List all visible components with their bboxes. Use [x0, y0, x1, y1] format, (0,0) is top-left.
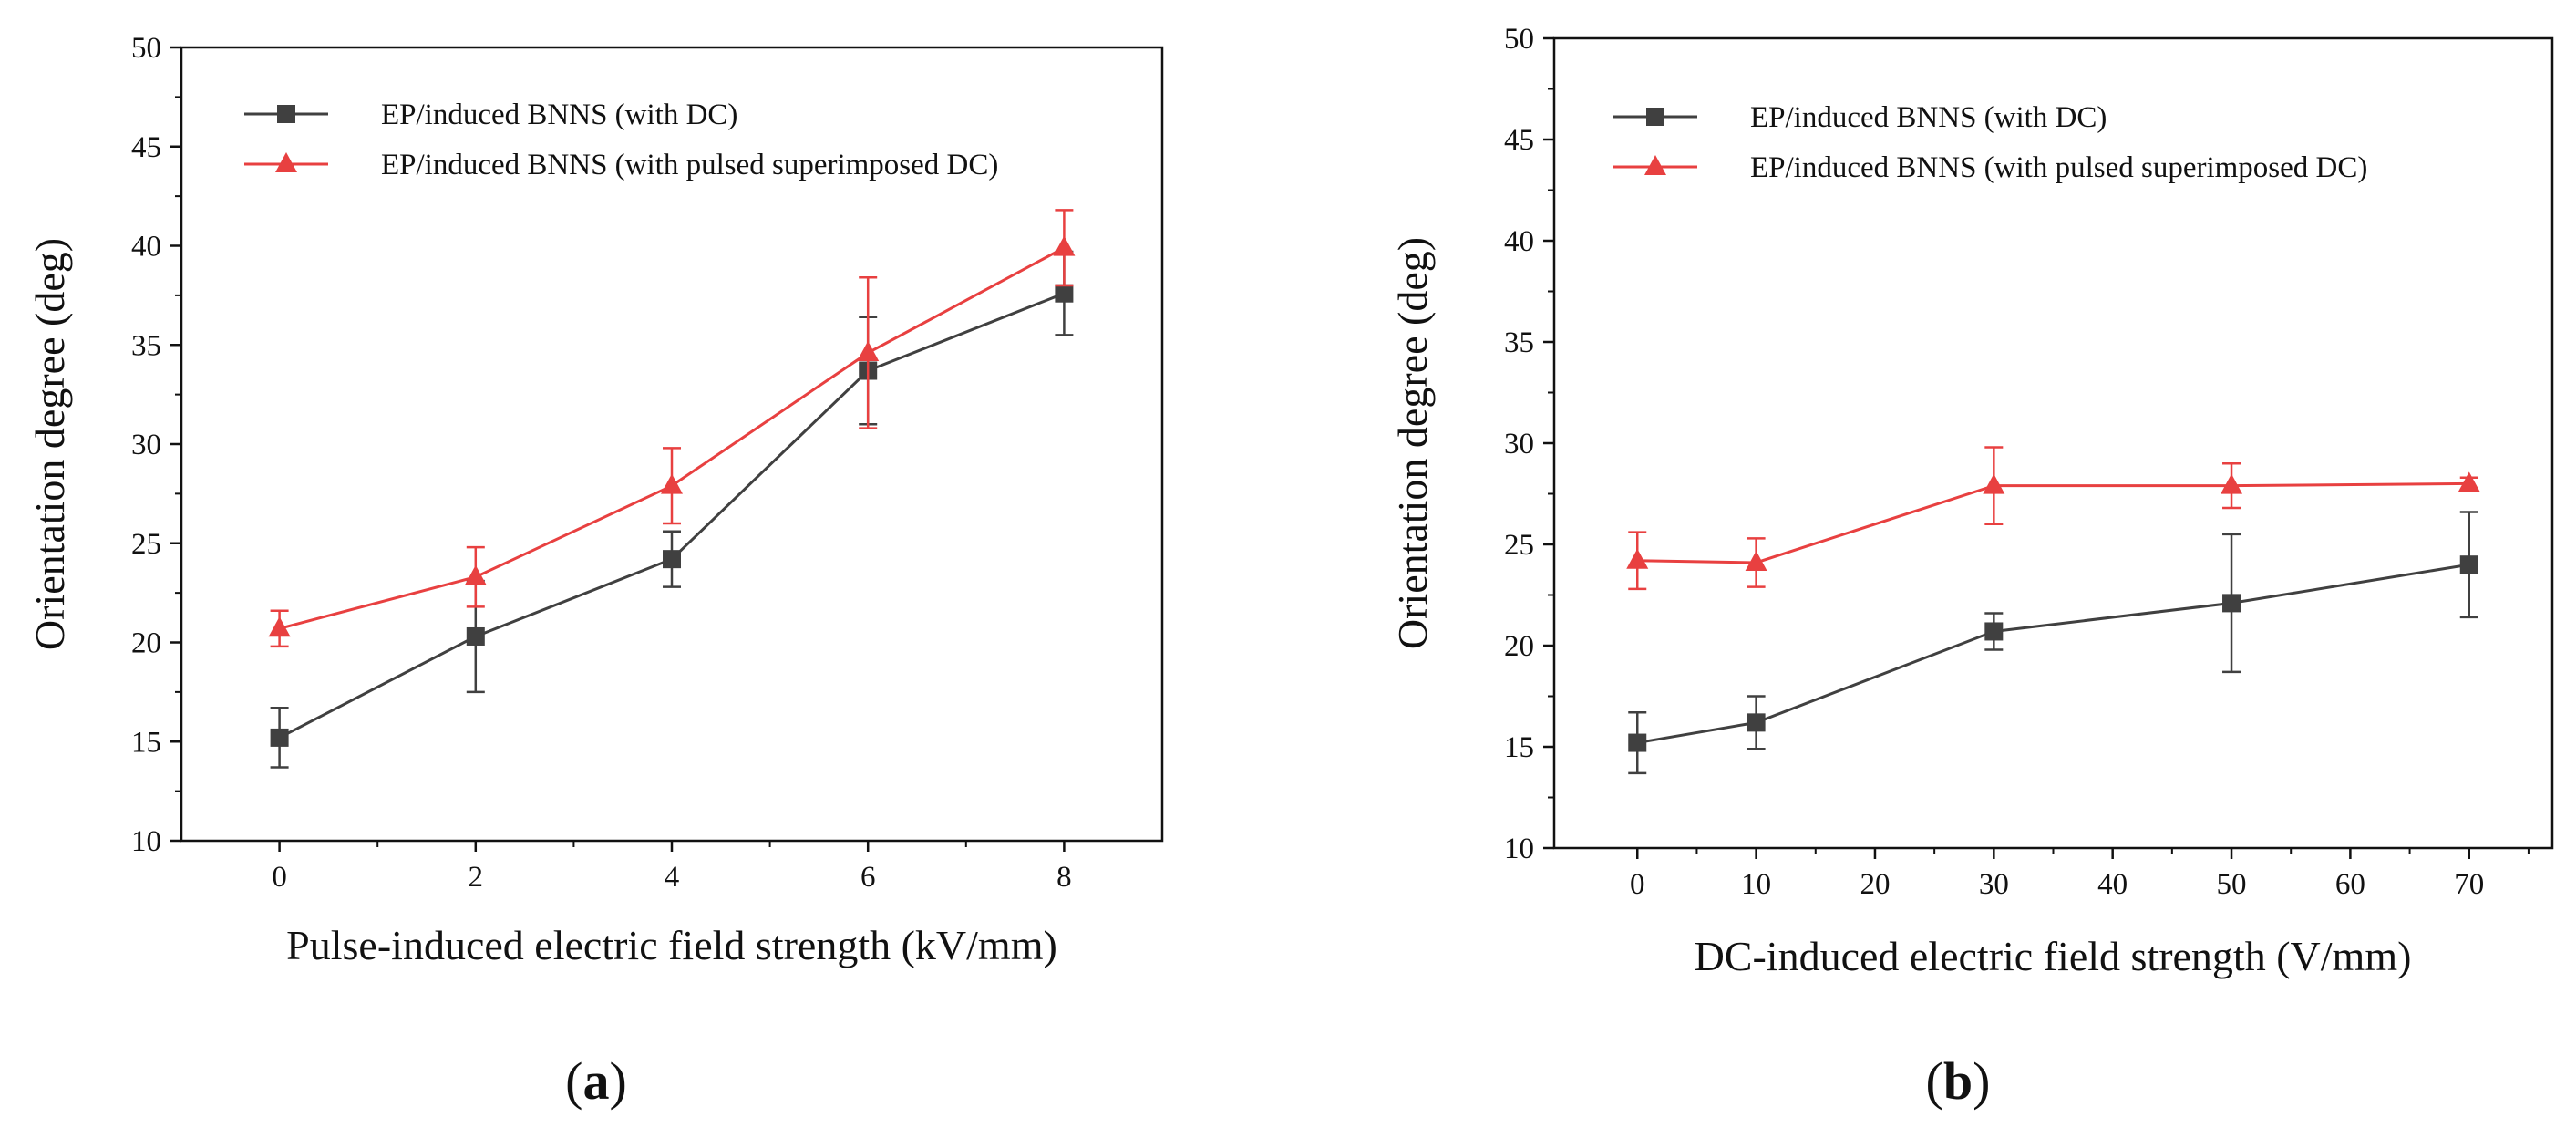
y-tick-label: 35 [1504, 326, 1534, 359]
x-tick-label: 4 [665, 861, 680, 894]
panel-label-close: ) [610, 1051, 627, 1111]
legend-marker-triangle [275, 152, 297, 172]
x-tick-label: 70 [2454, 868, 2484, 901]
legend-marker-square [1646, 108, 1664, 126]
panel-label-letter: a [583, 1051, 610, 1111]
y-tick-label: 10 [131, 825, 161, 858]
series-dc [270, 250, 1074, 769]
data-point-square [270, 728, 289, 747]
data-point-square [1055, 284, 1074, 303]
chart-panel-b: 10 15 20 25 30 35 40 45 50 0 10 20 30 40 50 60 70 DC-indu… [1389, 23, 2554, 1111]
panel-label-letter: b [1943, 1051, 1973, 1111]
data-point-triangle [2458, 471, 2480, 492]
data-point-triangle [2221, 473, 2243, 494]
x-tick-label: 30 [1979, 868, 2009, 901]
legend-entry: EP/induced BNNS (with pulsed superimpose… [1750, 151, 2367, 184]
x-tick-label: 0 [272, 861, 287, 894]
y-tick-label: 20 [1504, 630, 1534, 663]
data-point-square [466, 626, 485, 646]
x-tick-label: 60 [2335, 868, 2365, 901]
x-axis-label: DC-induced electric field strength (V/mm… [1695, 933, 2412, 979]
panel-label-close: ) [1973, 1051, 1990, 1111]
data-point-square [1628, 733, 1647, 752]
data-point-square [2222, 594, 2241, 613]
x-axis-label: Pulse-induced electric field strength (k… [286, 922, 1057, 968]
y-tick-label: 45 [131, 131, 161, 164]
chart-panel-a: 10 15 20 25 30 35 40 45 50 0 2 4 6 8 Pulse-induced ele… [26, 32, 1164, 1111]
y-tick-label: 50 [1504, 23, 1534, 56]
series-pulsed-dc [1626, 446, 2480, 591]
y-tick-label: 15 [131, 726, 161, 759]
data-point-square [2459, 555, 2478, 574]
panel-label-open: ( [1926, 1051, 1943, 1111]
data-point-triangle [1745, 550, 1767, 571]
x-tick-label: 10 [1741, 868, 1771, 901]
y-tick-label: 50 [131, 32, 161, 65]
panel-label-open: ( [565, 1051, 582, 1111]
y-tick-label: 25 [1504, 529, 1534, 562]
legend: EP/induced BNNS (with DC) EP/induced BNNS… [244, 98, 998, 181]
data-point-square [1747, 713, 1766, 732]
y-tick-label: 45 [1504, 124, 1534, 157]
data-point-square [1984, 622, 2004, 641]
x-tick-label: 20 [1860, 868, 1890, 901]
legend-entry: EP/induced BNNS (with DC) [1750, 101, 2107, 134]
x-tick-label: 2 [469, 861, 484, 894]
x-tick-label: 0 [1630, 868, 1645, 901]
y-tick-label: 40 [1504, 225, 1534, 258]
data-point-triangle [268, 616, 291, 637]
y-tick-label: 15 [1504, 731, 1534, 764]
panel-label: (a) [565, 1051, 627, 1111]
legend-entry: EP/induced BNNS (with DC) [381, 98, 737, 131]
x-tick-label: 6 [860, 861, 876, 894]
legend-entry: EP/induced BNNS (with pulsed superimpose… [381, 149, 998, 181]
data-point-triangle [464, 564, 487, 585]
x-tick-label: 40 [2097, 868, 2128, 901]
legend: EP/induced BNNS (with DC) EP/induced BNNS… [1613, 101, 2367, 184]
y-tick-label: 10 [1504, 833, 1534, 865]
data-point-triangle [1626, 548, 1649, 569]
y-axis-label: Orientation degree (deg) [26, 238, 73, 650]
series-dc [1628, 511, 2478, 775]
y-tick-label: 30 [131, 429, 161, 461]
y-tick-label: 20 [131, 627, 161, 660]
data-point-square [663, 550, 681, 569]
legend-marker-triangle [1644, 155, 1666, 175]
data-point-triangle [661, 473, 683, 494]
series-pulsed-dc [268, 209, 1076, 648]
y-tick-label: 25 [131, 528, 161, 561]
y-tick-label: 35 [131, 329, 161, 362]
x-tick-label: 8 [1056, 861, 1072, 894]
data-point-triangle [1053, 235, 1076, 256]
series-line [1637, 481, 2469, 564]
data-point-triangle [1983, 473, 2005, 494]
x-tick-label: 50 [2217, 868, 2247, 901]
y-tick-label: 40 [131, 231, 161, 264]
legend-marker-square [277, 105, 295, 123]
y-axis-label: Orientation degree (deg) [1389, 237, 1436, 649]
data-point-triangle [857, 340, 880, 361]
panel-label: (b) [1926, 1051, 1991, 1111]
y-tick-label: 30 [1504, 428, 1534, 461]
